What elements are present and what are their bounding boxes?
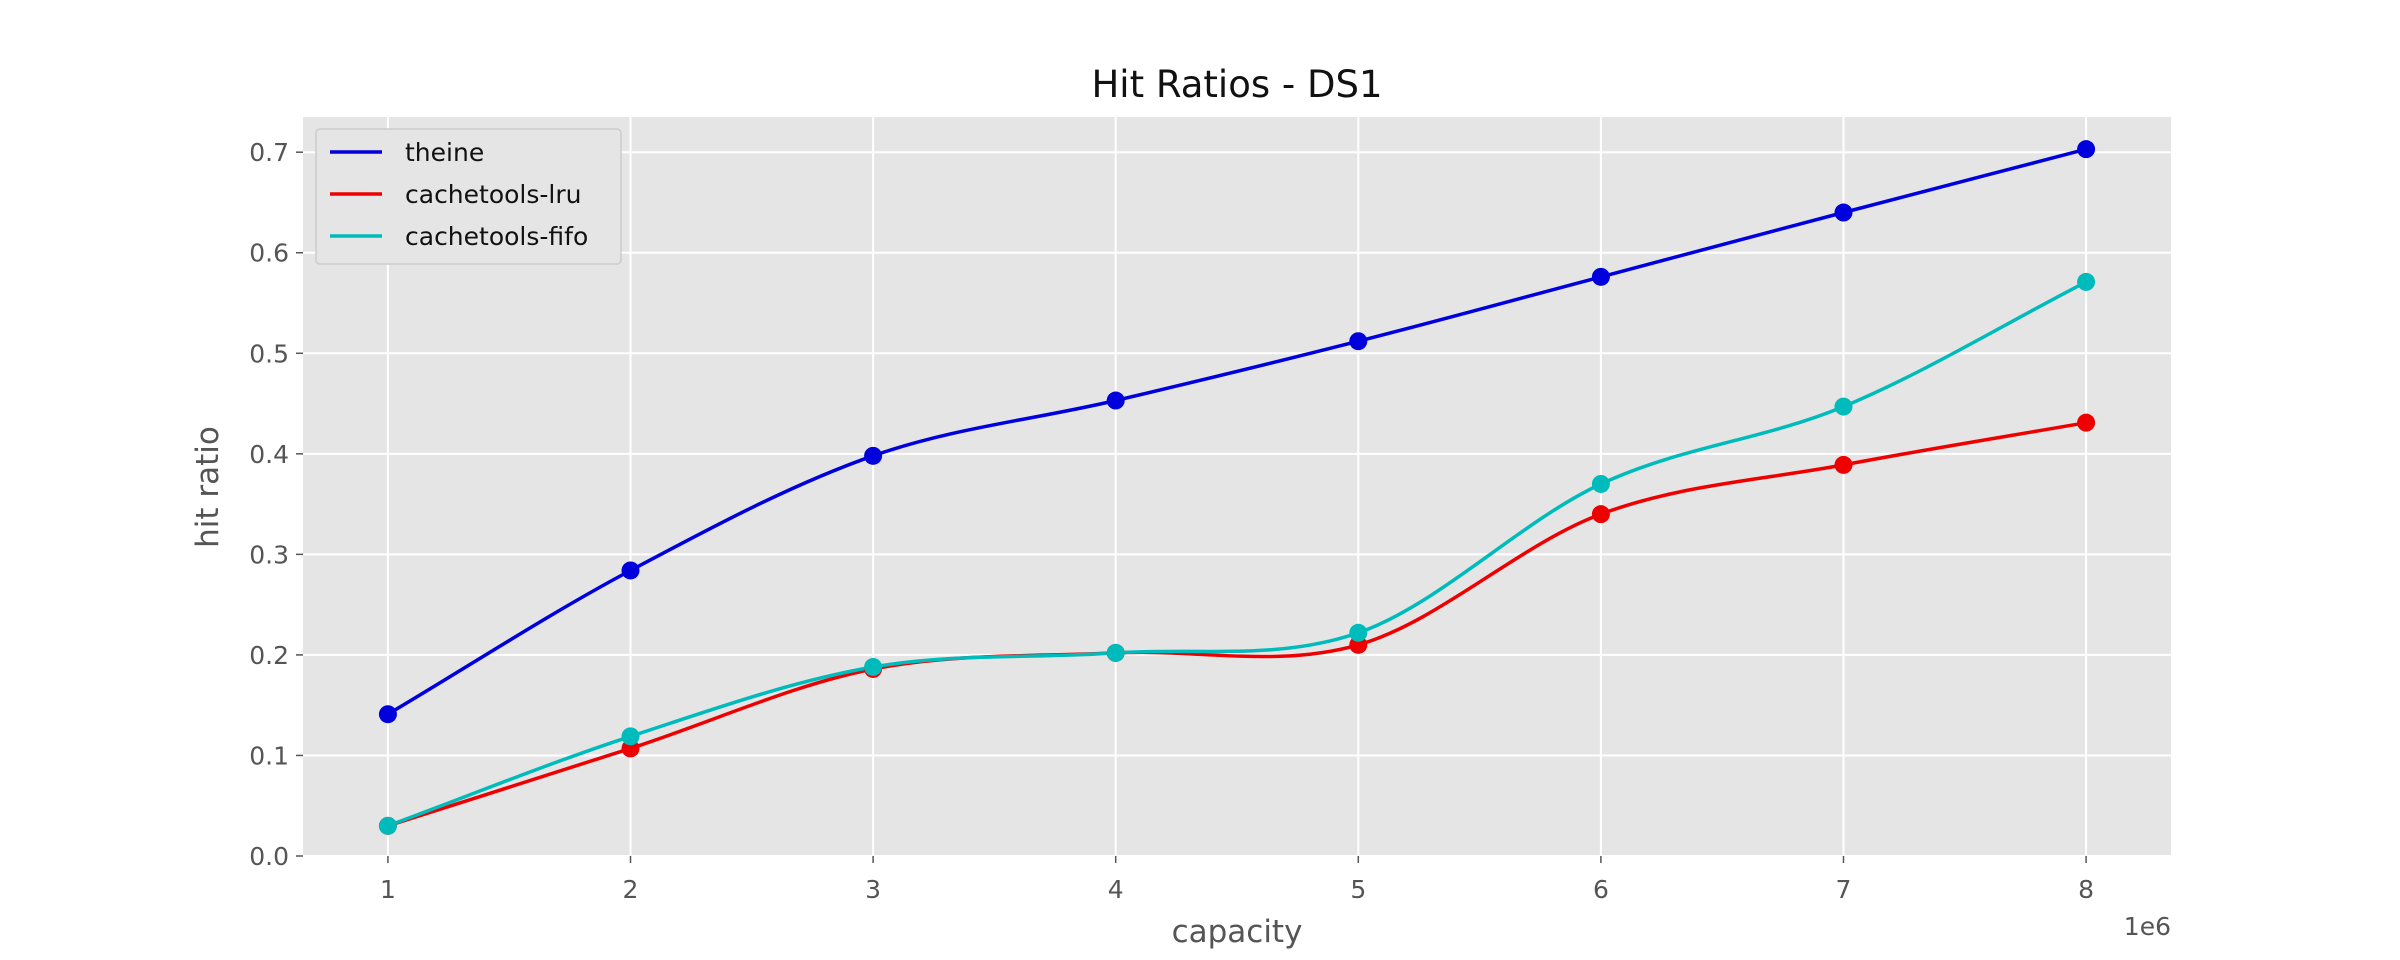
y-tick-label: 0.6	[249, 239, 289, 268]
legend-label-cachetools-lru: cachetools-lru	[405, 180, 582, 209]
x-tick-label: 7	[1836, 875, 1852, 904]
data-point-theine	[864, 446, 883, 465]
data-point-theine	[1349, 332, 1368, 351]
y-tick-label: 0.4	[249, 440, 289, 469]
x-tick-label: 3	[865, 875, 881, 904]
x-tick-labels: 1 2 3 4 5 6 7 8	[380, 856, 2094, 904]
y-tick-label: 0.3	[249, 540, 289, 569]
data-point-theine	[378, 705, 397, 724]
y-tick-label: 0.0	[249, 842, 289, 871]
data-point-theine	[1591, 267, 1610, 286]
data-point-cachetools-lru	[1591, 505, 1610, 524]
data-point-cachetools-fifo	[864, 657, 883, 676]
y-tick-label: 0.7	[249, 138, 289, 167]
series-line-cachetools-lru	[387, 420, 2087, 828]
data-point-cachetools-fifo	[2077, 272, 2096, 291]
series-layer	[378, 140, 2096, 835]
x-tick-label: 5	[1350, 875, 1366, 904]
x-tick-label: 6	[1593, 875, 1609, 904]
data-point-theine	[621, 561, 640, 580]
data-point-cachetools-fifo	[378, 816, 397, 835]
data-point-cachetools-fifo	[1106, 643, 1125, 662]
x-tick-label: 1	[380, 875, 396, 904]
legend-label-theine: theine	[405, 138, 484, 167]
y-tick-label: 0.1	[249, 741, 289, 770]
legend-box	[315, 128, 622, 265]
x-tick-label: 8	[2078, 875, 2094, 904]
legend: theine cachetools-lru cachetools-fifo	[315, 128, 622, 265]
data-point-theine	[1834, 203, 1853, 222]
data-point-cachetools-fifo	[1834, 397, 1853, 416]
data-point-theine	[2077, 140, 2096, 159]
x-tick-label: 2	[623, 875, 639, 904]
data-point-cachetools-lru	[2077, 413, 2096, 432]
x-tick-label: 4	[1108, 875, 1124, 904]
legend-label-cachetools-fifo: cachetools-fifo	[405, 222, 588, 251]
x-axis-label: capacity	[1172, 914, 1303, 950]
data-point-cachetools-fifo	[1349, 623, 1368, 642]
data-point-theine	[1106, 391, 1125, 410]
x-offset-text: 1e6	[2124, 912, 2171, 941]
series-line-cachetools-fifo	[387, 280, 2087, 828]
chart-title: Hit Ratios - DS1	[1091, 63, 1382, 106]
y-tick-label: 0.2	[249, 641, 289, 670]
y-axis-label: hit ratio	[190, 426, 226, 548]
series-line-theine	[387, 147, 2087, 716]
y-tick-labels: 0.0 0.1 0.2 0.3 0.4 0.5 0.6 0.7	[249, 138, 303, 871]
data-point-cachetools-fifo	[621, 727, 640, 746]
y-tick-label: 0.5	[249, 339, 289, 368]
data-point-cachetools-fifo	[1591, 474, 1610, 493]
data-point-cachetools-lru	[1834, 455, 1853, 474]
